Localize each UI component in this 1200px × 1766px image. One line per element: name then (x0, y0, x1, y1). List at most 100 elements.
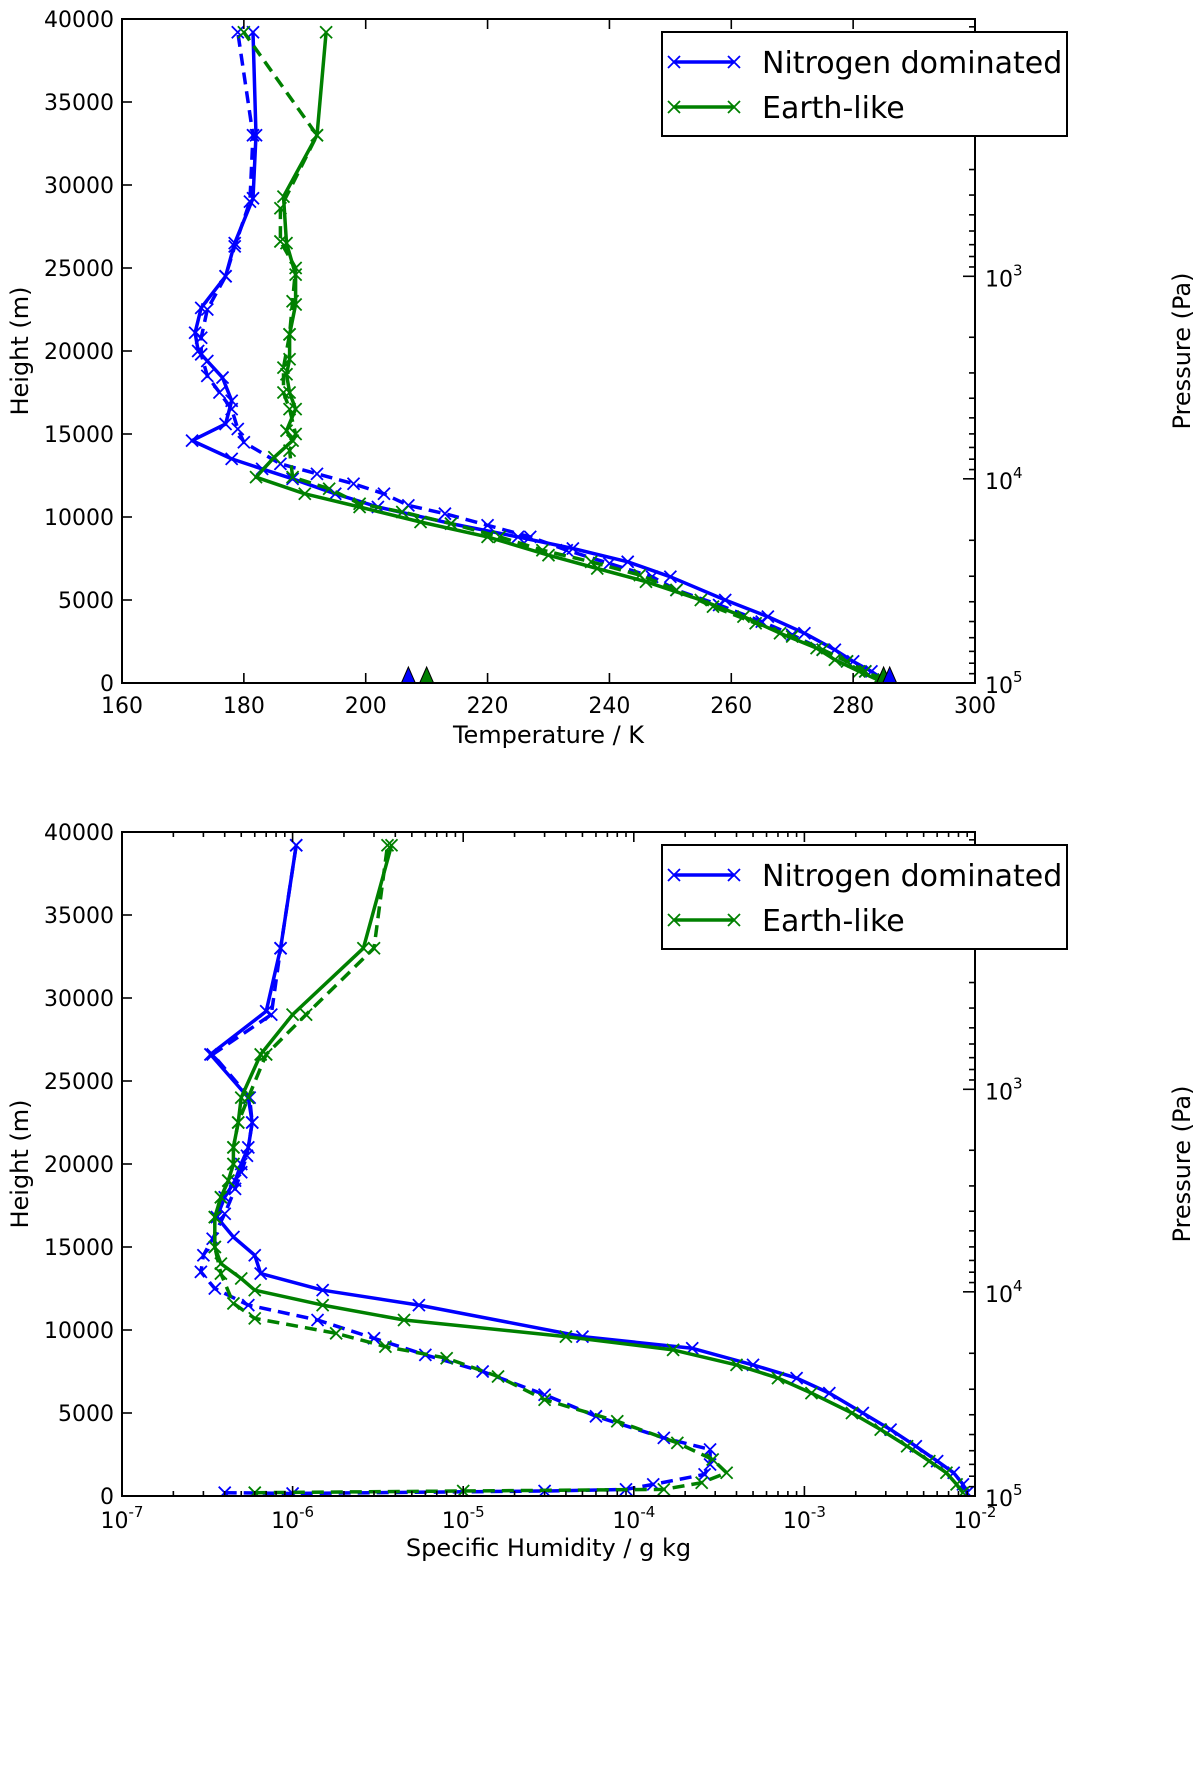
x-tick-label: 280 (832, 694, 874, 719)
y-tick-label: 5000 (58, 589, 114, 614)
series-group (194, 838, 974, 1496)
x-tick-label-exp: -2 (982, 1503, 997, 1521)
data-point-s2-18 (310, 467, 324, 481)
x-tick-label: 260 (710, 694, 752, 719)
x-tick-label-base: 10 (271, 1509, 299, 1534)
data-point-s4-12 (493, 530, 507, 544)
data-point-s2-26 (194, 331, 208, 345)
data-point-s4-11 (535, 543, 550, 557)
data-point-s3-29 (319, 25, 333, 39)
y-tick-label: 5000 (58, 1402, 114, 1427)
data-point-s3-29 (384, 838, 399, 852)
data-point-s4-27 (367, 941, 381, 955)
data-point-s2-16 (377, 487, 391, 501)
data-point-s3-14 (298, 487, 312, 501)
data-point-s4-23 (282, 327, 297, 342)
data-point-s4-16 (322, 482, 336, 496)
legend: Nitrogen dominated Earth-like (661, 31, 1068, 137)
data-point-s2-31 (246, 128, 260, 142)
legend-marker (727, 868, 741, 882)
data-point-s4-22 (226, 1140, 241, 1155)
data-point-s4-12 (378, 1339, 393, 1354)
pressure-tick-label-exp: 5 (1013, 668, 1023, 686)
y-tick-label: 30000 (44, 174, 114, 199)
y-tick-label: 40000 (44, 821, 114, 846)
data-point-s4-17 (208, 1240, 222, 1254)
pressure-tick-label-exp: 5 (1013, 1481, 1023, 1499)
data-point-s1-17 (226, 1230, 241, 1244)
data-point-s4-8 (610, 1414, 624, 1428)
data-point-s2-22 (228, 1182, 242, 1196)
data-point-s2-12 (523, 530, 537, 544)
data-point-s4-22 (276, 360, 291, 375)
data-point-s1-17 (225, 452, 239, 466)
data-point-s4-13 (329, 1326, 343, 1340)
y-tick-label: 25000 (44, 1070, 114, 1095)
y-axis-label: Height (m) (6, 286, 34, 415)
data-point-s4-25 (289, 261, 303, 275)
x-tick-label-base: 10 (101, 1509, 129, 1534)
data-point-s4-6 (706, 1452, 720, 1467)
data-point-s1-14 (316, 1283, 330, 1297)
pressure-tick-label: 103 (985, 261, 1023, 292)
pressure-axis-label: Pressure (Pa) (1168, 273, 1196, 430)
data-point-s4-29 (237, 25, 251, 39)
data-point-s3-12 (559, 1330, 573, 1344)
data-point-s4-14 (395, 505, 409, 519)
y-tick-label: 20000 (44, 1153, 114, 1178)
y-tick-label: 10000 (44, 1319, 114, 1344)
pressure-tick-label-exp: 3 (1013, 1074, 1023, 1092)
data-point-s1-13 (412, 1298, 426, 1312)
pressure-tick-label-exp: 4 (1013, 464, 1023, 482)
data-point-s4-4 (816, 643, 830, 657)
data-point-s4-27 (273, 201, 288, 215)
x-tick-label-base: 10 (783, 1509, 811, 1534)
y-tick-label: 15000 (44, 1236, 114, 1261)
y-tick-label: 25000 (44, 257, 114, 282)
data-point-s3-3 (939, 1466, 954, 1480)
series-line-2 (199, 32, 885, 682)
x-tick-label-exp: -3 (811, 1503, 826, 1521)
pressure-tick-label: 104 (985, 464, 1023, 495)
data-point-s4-20 (221, 1173, 235, 1188)
x-tick-label: 10-7 (101, 1503, 144, 1534)
x-tick-label: 10-6 (271, 1503, 314, 1534)
data-point-s4-14 (248, 1311, 262, 1326)
data-point-s1-18 (185, 434, 199, 448)
data-point-s2-21 (218, 1207, 232, 1221)
data-point-s4-3 (840, 654, 854, 669)
x-tick-label: 10-2 (954, 1503, 997, 1534)
data-point-s1-16 (248, 1248, 262, 1262)
data-point-s3-3 (828, 653, 842, 667)
data-point-s4-26 (273, 234, 288, 249)
data-point-s3-11 (666, 1343, 680, 1357)
x-tick-label-exp: -6 (299, 1503, 314, 1521)
data-point-s3-15 (249, 470, 263, 484)
legend-marker (727, 913, 741, 927)
x-axis-label: Temperature / K (452, 721, 645, 749)
data-point-s2-12 (476, 1364, 490, 1379)
data-point-s1-8 (822, 1386, 836, 1400)
data-point-s4-11 (440, 1351, 454, 1365)
legend: Nitrogen dominated Earth-like (661, 844, 1068, 950)
data-point-s4-7 (670, 1436, 684, 1450)
data-point-s4-9 (537, 1393, 552, 1407)
data-point-s3-28 (356, 941, 371, 955)
legend-marker (667, 100, 681, 114)
data-point-s4-4 (695, 1476, 709, 1490)
x-tick-label-exp: -4 (640, 1503, 655, 1521)
data-point-s4-19 (214, 1190, 228, 1204)
legend-label: Nitrogen dominated (762, 859, 1062, 894)
data-point-s3-15 (248, 1283, 262, 1297)
data-point-s3-18 (279, 424, 294, 438)
pressure-tick-label-base: 10 (985, 674, 1013, 699)
legend-marker (667, 868, 681, 882)
y-tick-label: 35000 (44, 91, 114, 116)
data-point-s1-15 (254, 1266, 268, 1281)
data-point-s4-20 (282, 402, 297, 416)
data-point-s2-30 (243, 194, 257, 209)
pressure-tick-label-exp: 4 (1013, 1277, 1023, 1295)
series-line-4 (213, 845, 729, 1495)
pressure-tick-label-base: 10 (985, 1283, 1013, 1308)
data-point-s2-28 (218, 269, 233, 283)
